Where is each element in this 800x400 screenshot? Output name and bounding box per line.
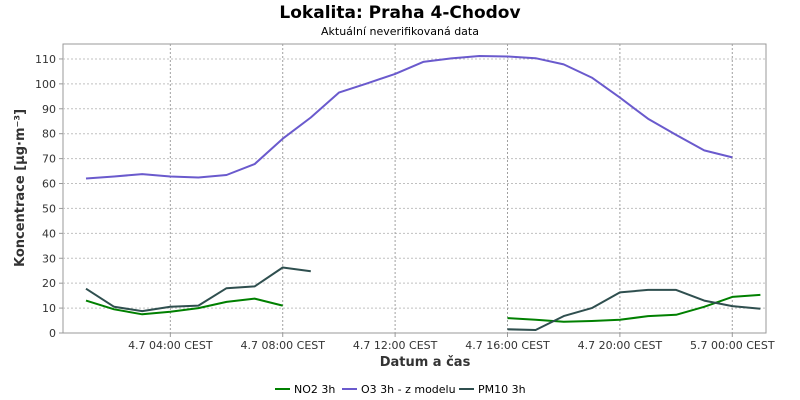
x-tick-label: 4.7 12:00 CEST [353,339,438,352]
legend-label: O3 3h - z modelu [361,383,456,396]
series-line [85,266,761,331]
x-axis-ticks: 4.7 04:00 CEST 4.7 08:00 CEST 4.7 12:00 CE… [128,333,775,352]
y-tick-label: 50 [42,202,56,215]
y-tick-label: 90 [42,103,56,116]
y-tick-label: 10 [42,302,56,315]
chart-title: Lokalita: Praha 4-Chodov [279,3,520,23]
x-tick-label: 5.7 00:00 CEST [690,339,775,352]
legend-label: NO2 3h [294,383,335,396]
y-tick-label: 40 [42,227,56,240]
x-tick-label: 4.7 04:00 CEST [128,339,213,352]
series-line [85,55,733,180]
grid [63,44,766,333]
y-axis-ticks: 0 10 20 30 40 50 60 70 80 90 100 110 [35,53,63,340]
y-tick-label: 20 [42,277,56,290]
y-tick-label: 60 [42,178,56,191]
y-tick-label: 100 [35,78,56,91]
legend-label: PM10 3h [478,383,526,396]
y-tick-label: 30 [42,252,56,265]
series-line [85,293,761,323]
x-tick-label: 4.7 16:00 CEST [465,339,550,352]
series-lines [85,55,761,331]
y-tick-label: 0 [49,327,56,340]
y-axis-label: Koncentrace [µg·m⁻³] [13,109,28,267]
plot-area [62,43,767,334]
legend: NO2 3h O3 3h - z modelu PM10 3h [275,383,526,396]
x-axis-label: Datum a čas [380,355,471,370]
chart-subtitle: Aktuální neverifikovaná data [321,25,479,38]
y-tick-label: 70 [42,153,56,166]
y-tick-label: 110 [35,53,56,66]
y-tick-label: 80 [42,128,56,141]
x-tick-label: 4.7 08:00 CEST [240,339,325,352]
x-tick-label: 4.7 20:00 CEST [578,339,663,352]
